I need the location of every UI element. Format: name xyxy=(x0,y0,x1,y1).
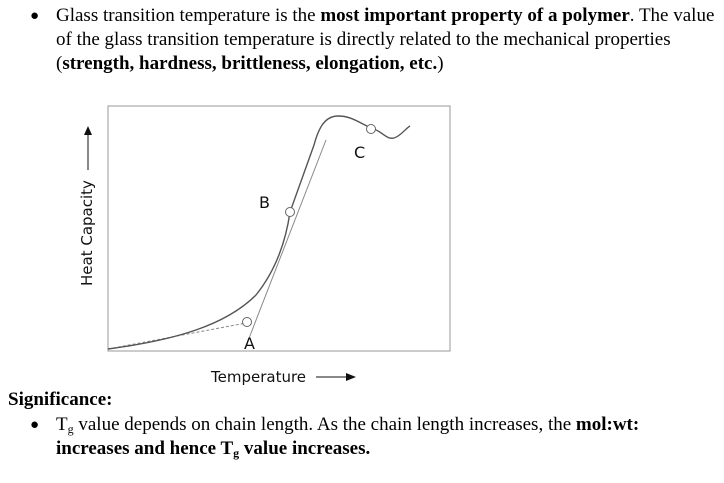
bullet-dot: ● xyxy=(30,417,40,433)
text-segment: Glass transition temperature is the xyxy=(56,5,321,26)
point-b-marker xyxy=(285,207,295,217)
bold-text: increases and hence T xyxy=(56,438,234,459)
y-axis-arrow-icon xyxy=(84,126,92,135)
bold-text: value increases. xyxy=(239,438,371,459)
plot-frame xyxy=(107,105,451,352)
heat-capacity-figure: A B C Heat Capacity Temperature xyxy=(78,105,451,386)
point-a-marker xyxy=(242,317,252,327)
point-c-marker xyxy=(366,124,376,134)
bold-segment: most important property of a polymer xyxy=(320,5,630,26)
text-segment: . The value of the glass transition temp… xyxy=(56,5,715,74)
point-label-a: A xyxy=(244,334,255,353)
tg-symbol: Tg xyxy=(56,414,74,435)
x-axis-label: Temperature xyxy=(210,368,306,386)
tg-subscript: g xyxy=(67,422,74,436)
bold-segment: increases and hence Tg value increases. xyxy=(56,438,370,459)
bullet-dot: ● xyxy=(30,8,40,24)
heat-capacity-curve xyxy=(107,115,411,350)
point-label-b: B xyxy=(259,193,270,212)
bold-segment: mol:wt: xyxy=(575,414,640,435)
tangent-line-steep xyxy=(245,139,327,347)
bullet-paragraph-1: Glass transition temperature is the most… xyxy=(56,4,716,76)
bullet-paragraph-2: Tg value depends on chain length. As the… xyxy=(56,413,716,461)
x-axis-arrow-icon xyxy=(346,373,356,381)
point-label-c: C xyxy=(354,143,365,162)
tg-letter: T xyxy=(56,414,68,435)
text-segment: ) xyxy=(437,53,444,74)
tg-subscript: g xyxy=(233,446,240,460)
text-segment: value depends on chain length. As the ch… xyxy=(73,414,576,435)
y-axis-label: Heat Capacity xyxy=(78,180,96,286)
bold-segment: strength, hardness, brittleness, elongat… xyxy=(62,53,438,74)
significance-heading: Significance: xyxy=(8,389,113,410)
